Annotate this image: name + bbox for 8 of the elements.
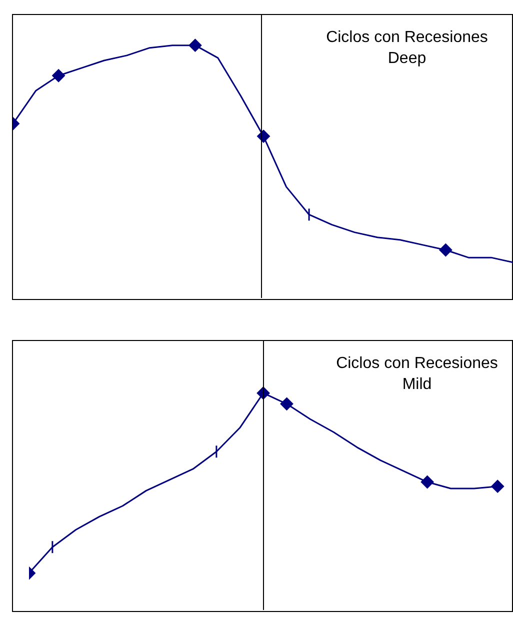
point [420,476,434,489]
point [188,38,202,52]
point [491,480,504,493]
chart-title: Ciclos con Recesiones Mild [335,354,499,395]
point [280,397,294,410]
point [52,69,66,82]
chart-title: Ciclos con Recesiones Deep [325,28,489,69]
point [439,243,452,256]
